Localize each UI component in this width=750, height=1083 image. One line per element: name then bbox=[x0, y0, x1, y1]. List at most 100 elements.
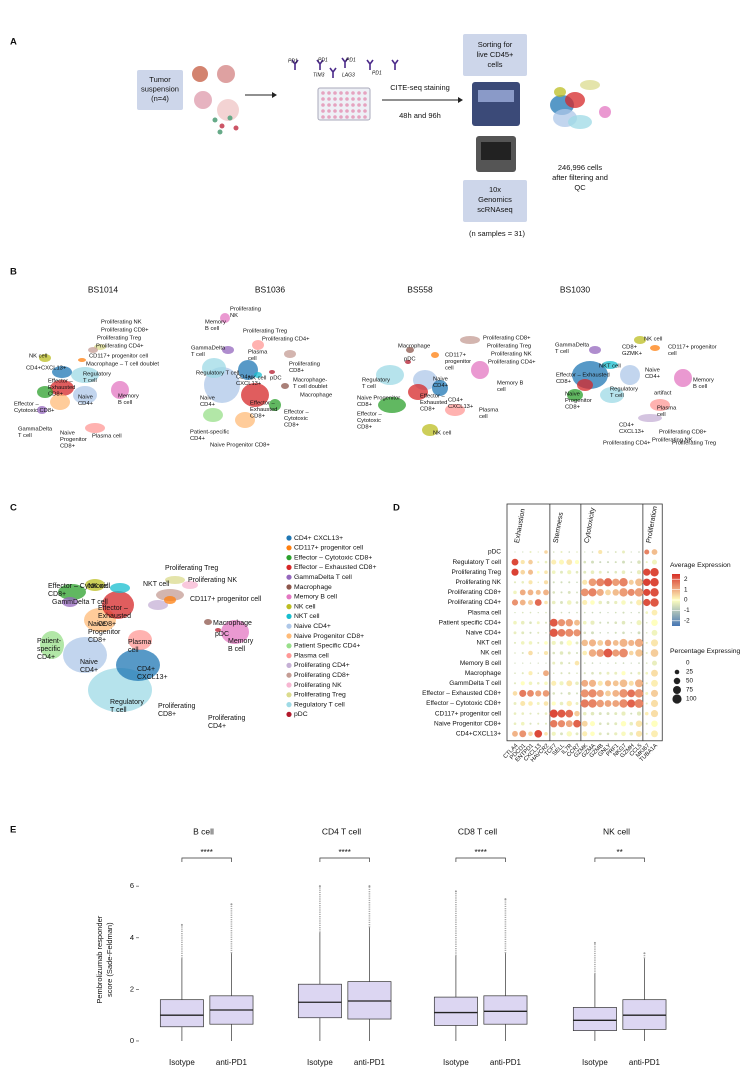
dot bbox=[606, 671, 610, 675]
dot bbox=[651, 669, 658, 677]
cluster-label: Regulatory bbox=[83, 372, 111, 378]
legend-swatch bbox=[286, 643, 292, 649]
significance: **** bbox=[200, 848, 212, 857]
dot bbox=[621, 711, 626, 716]
umap-cluster bbox=[638, 414, 662, 422]
dot bbox=[576, 551, 578, 553]
timepoints-text: 48h and 96h bbox=[399, 111, 441, 120]
dot bbox=[598, 570, 602, 574]
umap-cluster bbox=[182, 581, 198, 589]
antibody-icon bbox=[316, 59, 324, 70]
dot bbox=[552, 581, 555, 584]
legend-label: Effector – Exhausted CD8+ bbox=[294, 564, 376, 571]
dot bbox=[645, 662, 648, 664]
cluster-label: Effector – bbox=[250, 401, 275, 407]
dot bbox=[614, 631, 617, 634]
well bbox=[357, 109, 361, 113]
dot bbox=[606, 732, 610, 736]
cluster-label: CD8+ bbox=[284, 423, 300, 429]
cluster-label: B cell bbox=[205, 326, 219, 332]
dot bbox=[582, 620, 587, 625]
umap-cluster bbox=[88, 347, 98, 353]
dot bbox=[543, 701, 549, 706]
dot bbox=[551, 559, 557, 565]
dot bbox=[551, 680, 557, 686]
cluster-label: CD8+ bbox=[48, 591, 66, 598]
dot bbox=[630, 712, 633, 715]
cluster-label: Proliferating CD8+ bbox=[659, 430, 707, 436]
dot bbox=[637, 631, 641, 635]
dot bbox=[650, 689, 659, 697]
dot bbox=[513, 641, 517, 644]
plate bbox=[317, 87, 371, 121]
colorbar-label: -2 bbox=[684, 617, 690, 624]
step-box bbox=[463, 180, 527, 222]
dot bbox=[513, 590, 517, 595]
cluster-label: CXCL13+ bbox=[137, 674, 168, 681]
umap-title: BS1030 bbox=[560, 284, 591, 294]
dot bbox=[605, 589, 611, 596]
dot bbox=[512, 730, 518, 737]
dot bbox=[528, 580, 533, 585]
legend-label: Memory B cell bbox=[294, 594, 338, 601]
y-tick-label: 0 bbox=[130, 1036, 134, 1045]
dot bbox=[650, 699, 659, 708]
cluster-label: CD8+ bbox=[357, 425, 373, 431]
dot bbox=[582, 650, 588, 656]
dot bbox=[549, 628, 558, 637]
dot bbox=[580, 699, 589, 708]
dot bbox=[599, 561, 602, 564]
dot bbox=[614, 561, 617, 564]
cluster-label: CD8+ bbox=[622, 345, 638, 351]
cluster-label: Effector – bbox=[48, 379, 73, 385]
umap-cluster bbox=[406, 347, 414, 353]
cluster-label: Regulatory bbox=[110, 699, 144, 706]
legend-label: Naive CD4+ bbox=[294, 623, 331, 630]
dot bbox=[596, 649, 605, 657]
dot bbox=[619, 588, 628, 597]
umap-cluster bbox=[376, 365, 404, 385]
dot bbox=[544, 560, 548, 564]
cluster-label: Proliferating CD4+ bbox=[96, 344, 144, 350]
dot bbox=[551, 701, 556, 706]
cluster-label: Naive Progenitor CD8+ bbox=[210, 443, 270, 449]
cluster-label: Progenitor bbox=[60, 437, 87, 443]
dot bbox=[651, 720, 658, 727]
dot bbox=[612, 639, 619, 646]
plot-frame bbox=[506, 503, 663, 742]
dot bbox=[590, 620, 595, 625]
umap-title: BS558 bbox=[407, 284, 433, 294]
legend-label: pDC bbox=[294, 711, 308, 718]
dot bbox=[629, 732, 634, 736]
dot bbox=[651, 730, 658, 738]
cluster-label: progenitor bbox=[445, 359, 471, 365]
dot bbox=[575, 702, 579, 705]
umap-cluster bbox=[203, 408, 223, 422]
cluster-label: GammaDelta bbox=[18, 427, 53, 433]
dot bbox=[537, 662, 539, 664]
legend-swatch bbox=[286, 623, 292, 629]
dot bbox=[568, 551, 571, 553]
dot bbox=[513, 682, 517, 685]
outlier-point bbox=[643, 952, 646, 955]
cluster-label: Progenitor bbox=[565, 398, 592, 404]
dot bbox=[598, 600, 603, 605]
cluster-label: Naive bbox=[565, 392, 580, 398]
dot bbox=[528, 650, 533, 656]
sorter-panel bbox=[478, 90, 514, 102]
dot bbox=[612, 649, 620, 657]
well bbox=[351, 103, 355, 107]
dot bbox=[574, 660, 580, 666]
panel-title: CD4 T cell bbox=[322, 826, 361, 836]
umap-cluster bbox=[128, 630, 152, 650]
cluster-label: Proliferating bbox=[289, 362, 320, 368]
dot bbox=[573, 629, 581, 637]
dot bbox=[560, 601, 563, 604]
legend-label: GammaDelta T cell bbox=[294, 574, 352, 581]
x-tick-label: anti-PD1 bbox=[490, 1058, 522, 1067]
row-label: pDC bbox=[488, 549, 501, 556]
dot bbox=[567, 651, 571, 655]
well bbox=[333, 91, 337, 95]
cluster-label: NK cell bbox=[433, 431, 451, 437]
dot bbox=[552, 651, 556, 655]
